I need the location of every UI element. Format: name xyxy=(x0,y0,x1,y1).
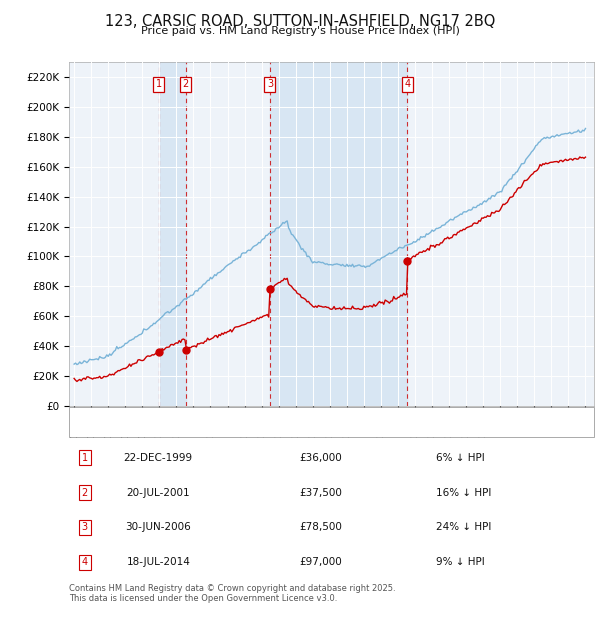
Text: 16% ↓ HPI: 16% ↓ HPI xyxy=(437,487,492,497)
Text: 1: 1 xyxy=(156,79,162,89)
Text: £78,500: £78,500 xyxy=(299,523,343,533)
Text: HPI: Average price, semi-detached house, Ashfield: HPI: Average price, semi-detached house,… xyxy=(106,426,334,435)
Text: 20-JUL-2001: 20-JUL-2001 xyxy=(127,487,190,497)
Text: 9% ↓ HPI: 9% ↓ HPI xyxy=(437,557,485,567)
FancyBboxPatch shape xyxy=(69,407,594,437)
Text: 2: 2 xyxy=(82,487,88,497)
Text: 3: 3 xyxy=(82,523,88,533)
Text: 1: 1 xyxy=(82,453,88,463)
Text: 30-JUN-2006: 30-JUN-2006 xyxy=(125,523,191,533)
Bar xyxy=(159,62,186,406)
Text: 6% ↓ HPI: 6% ↓ HPI xyxy=(437,453,485,463)
Text: Contains HM Land Registry data © Crown copyright and database right 2025.
This d: Contains HM Land Registry data © Crown c… xyxy=(69,584,395,603)
Text: £37,500: £37,500 xyxy=(299,487,343,497)
Text: 123, CARSIC ROAD, SUTTON-IN-ASHFIELD, NG17 2BQ: 123, CARSIC ROAD, SUTTON-IN-ASHFIELD, NG… xyxy=(105,14,495,29)
Text: 4: 4 xyxy=(404,79,410,89)
Text: Price paid vs. HM Land Registry's House Price Index (HPI): Price paid vs. HM Land Registry's House … xyxy=(140,26,460,36)
Text: 123, CARSIC ROAD, SUTTON-IN-ASHFIELD, NG17 2BQ (semi-detached house): 123, CARSIC ROAD, SUTTON-IN-ASHFIELD, NG… xyxy=(106,411,452,420)
Text: 3: 3 xyxy=(267,79,273,89)
Text: 4: 4 xyxy=(82,557,88,567)
Text: 22-DEC-1999: 22-DEC-1999 xyxy=(124,453,193,463)
Text: 24% ↓ HPI: 24% ↓ HPI xyxy=(437,523,492,533)
Text: 18-JUL-2014: 18-JUL-2014 xyxy=(127,557,190,567)
Text: 2: 2 xyxy=(182,79,189,89)
Text: £36,000: £36,000 xyxy=(299,453,343,463)
Bar xyxy=(270,62,407,406)
Text: £97,000: £97,000 xyxy=(299,557,343,567)
